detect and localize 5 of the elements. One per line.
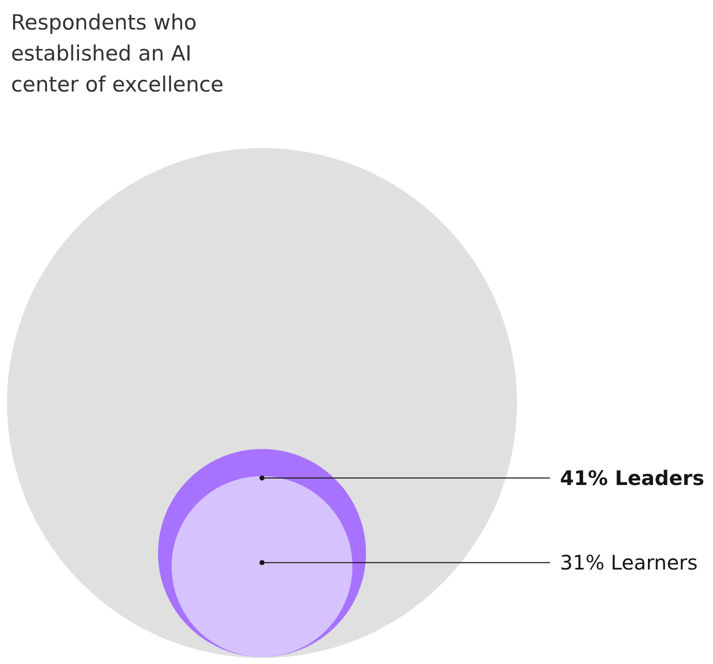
category-label: Learners bbox=[610, 550, 698, 575]
data-label: 31% bbox=[560, 550, 604, 575]
data-label: 41% bbox=[560, 466, 608, 490]
text: Respondents who established an AI center of excellence bbox=[11, 10, 224, 96]
category-label: Leaders bbox=[614, 466, 704, 490]
